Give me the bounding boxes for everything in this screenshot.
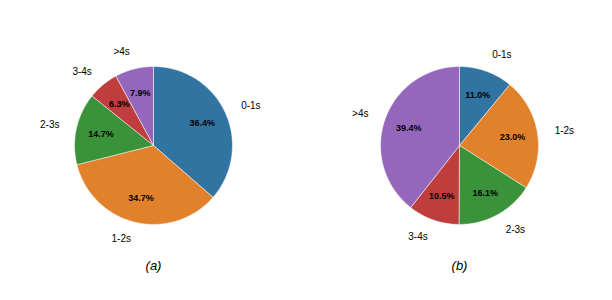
svg-text:14.7%: 14.7% [88,129,114,139]
svg-text:0-1s: 0-1s [492,49,511,60]
svg-text:6.3%: 6.3% [109,99,130,109]
svg-text:0-1s: 0-1s [241,100,260,111]
svg-text:1-2s: 1-2s [112,233,131,244]
svg-text:2-3s: 2-3s [40,119,59,130]
svg-text:3-4s: 3-4s [72,66,91,77]
svg-text:>4s: >4s [113,46,129,57]
svg-text:7.9%: 7.9% [130,88,151,98]
svg-text:36.4%: 36.4% [190,118,216,128]
svg-text:1-2s: 1-2s [555,125,574,136]
svg-text:10.5%: 10.5% [429,191,455,201]
svg-text:39.4%: 39.4% [396,123,422,133]
svg-text:34.7%: 34.7% [128,193,154,203]
svg-text:23.0%: 23.0% [500,132,526,142]
svg-text:(b): (b) [452,258,468,273]
svg-text:(a): (a) [146,258,162,273]
svg-text:16.1%: 16.1% [472,188,498,198]
svg-text:2-3s: 2-3s [506,224,525,235]
svg-text:3-4s: 3-4s [408,231,427,242]
svg-text:11.0%: 11.0% [465,90,490,100]
svg-text:>4s: >4s [352,108,368,119]
